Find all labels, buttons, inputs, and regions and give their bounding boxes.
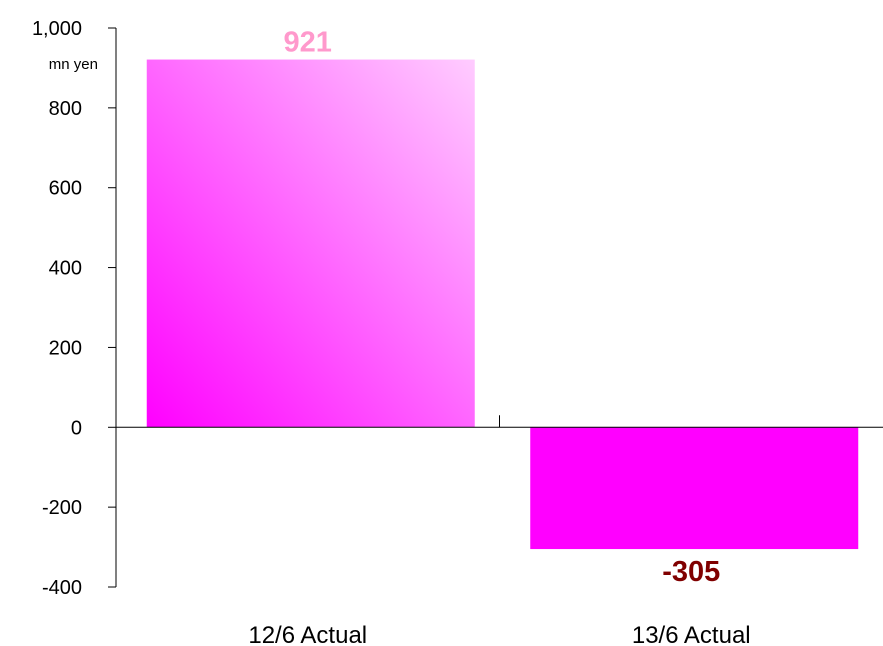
y-unit-label: mn yen	[49, 56, 98, 73]
y-tick-label: 200	[49, 337, 82, 359]
y-tick-label: 600	[49, 178, 82, 200]
category-label-2: 13/6 Actual	[632, 622, 751, 646]
labels-group: 921 12/6 Actual -305 13/6 Actual -400 -200 0 20…	[32, 18, 751, 646]
y-tick-label: 0	[71, 417, 82, 439]
y-tick-label: 1,000	[32, 18, 82, 40]
category-label-1: 12/6 Actual	[248, 622, 367, 646]
data-label-1: 921	[284, 27, 332, 59]
bar-2	[530, 427, 859, 550]
y-tick-label: -400	[42, 577, 82, 599]
data-label-2: -305	[662, 556, 720, 588]
axes-group	[108, 27, 883, 588]
y-tick-label: 800	[49, 98, 82, 120]
bars-group	[146, 59, 859, 550]
bar-1	[146, 59, 475, 428]
y-tick-label: -200	[42, 497, 82, 519]
y-tick-label: 400	[49, 258, 82, 280]
